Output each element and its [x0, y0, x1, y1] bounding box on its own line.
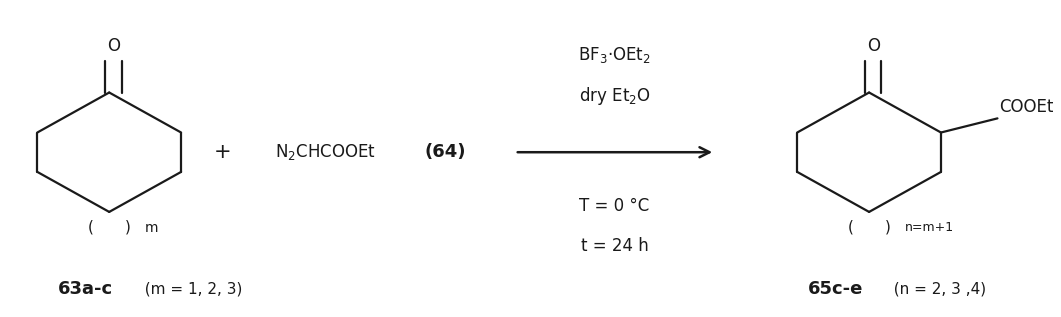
Text: t = 24 h: t = 24 h — [580, 237, 648, 256]
Text: O: O — [107, 37, 120, 55]
Text: COOEt: COOEt — [999, 98, 1054, 116]
Text: (64): (64) — [424, 143, 466, 161]
Text: n=m+1: n=m+1 — [905, 221, 954, 234]
Text: T = 0 °C: T = 0 °C — [579, 197, 649, 215]
Text: dry Et$_2$O: dry Et$_2$O — [578, 85, 650, 107]
Text: (m = 1, 2, 3): (m = 1, 2, 3) — [135, 281, 242, 296]
Text: (n = 2, 3 ,4): (n = 2, 3 ,4) — [885, 281, 987, 296]
Text: ): ) — [885, 220, 890, 235]
Text: ): ) — [125, 220, 131, 235]
Text: BF$_3$·OEt$_2$: BF$_3$·OEt$_2$ — [578, 45, 650, 65]
Text: +: + — [213, 142, 231, 162]
Text: m: m — [145, 221, 159, 235]
Text: 65c-e: 65c-e — [807, 280, 863, 298]
Text: (: ( — [88, 220, 93, 235]
Text: 63a-c: 63a-c — [58, 280, 112, 298]
Text: (: ( — [848, 220, 853, 235]
Text: N$_2$CHCOOEt: N$_2$CHCOOEt — [276, 142, 377, 162]
Text: O: O — [867, 37, 880, 55]
